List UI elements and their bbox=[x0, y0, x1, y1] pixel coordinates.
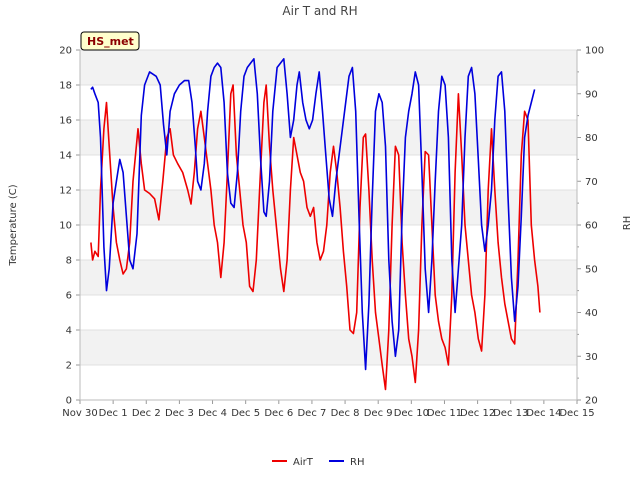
y2-tick-label: 80 bbox=[585, 133, 598, 144]
y-tick-label: 18 bbox=[59, 81, 72, 92]
x-tick-label: Dec 14 bbox=[526, 408, 561, 419]
background-band bbox=[80, 330, 577, 365]
x-tick-label: Dec 13 bbox=[493, 408, 528, 419]
y2-tick-label: 90 bbox=[585, 89, 598, 100]
y2-tick-label: 20 bbox=[585, 396, 598, 407]
x-tick-label: Dec 8 bbox=[331, 408, 360, 419]
x-tick-label: Dec 2 bbox=[132, 408, 161, 419]
y-tick-label: 20 bbox=[59, 46, 72, 57]
x-tick-label: Nov 30 bbox=[62, 408, 97, 419]
axes: 0 2 4 6 8 10 12 14 16 18 20 20 30 40 50 60 70 80 90 100 Nov … bbox=[59, 46, 604, 420]
background-band bbox=[80, 120, 577, 155]
background-band bbox=[80, 50, 577, 85]
y-axis-label: Temperature (C) bbox=[8, 184, 19, 266]
x-tick-label: Dec 5 bbox=[231, 408, 260, 419]
legend: AirT RH bbox=[272, 457, 364, 468]
y2-tick-label: 70 bbox=[585, 177, 598, 188]
station-badge: HS_met bbox=[80, 31, 140, 51]
series-layer bbox=[90, 58, 541, 391]
x-tick-label: Dec 4 bbox=[198, 408, 227, 419]
y-tick-label: 8 bbox=[66, 256, 72, 267]
y2-tick-label: 100 bbox=[585, 46, 604, 57]
y-tick-label: 2 bbox=[66, 361, 72, 372]
background-band bbox=[80, 260, 577, 295]
station-badge-box bbox=[80, 31, 140, 51]
series-line-rh bbox=[90, 58, 536, 371]
y2-tick-label: 30 bbox=[585, 352, 598, 363]
y-tick-label: 16 bbox=[59, 116, 72, 127]
x-tick-label: Dec 12 bbox=[460, 408, 495, 419]
y-tick-label: 14 bbox=[59, 151, 72, 162]
x-tick-label: Dec 6 bbox=[264, 408, 293, 419]
x-tick-label: Dec 9 bbox=[364, 408, 393, 419]
y-tick-label: 4 bbox=[66, 326, 72, 337]
y-tick-label: 0 bbox=[66, 396, 72, 407]
station-badge-label: HS_met bbox=[87, 35, 134, 48]
legend-label-airt: AirT bbox=[293, 457, 314, 468]
y2-tick-label: 40 bbox=[585, 308, 598, 319]
chart-title: Air T and RH bbox=[282, 4, 357, 18]
y-tick-label: 6 bbox=[66, 291, 72, 302]
x-tick-label: Dec 3 bbox=[165, 408, 194, 419]
x-tick-label: Dec 11 bbox=[427, 408, 462, 419]
y2-tick-label: 60 bbox=[585, 221, 598, 232]
x-tick-label: Dec 15 bbox=[559, 408, 594, 419]
y-tick-label: 12 bbox=[59, 186, 72, 197]
legend-label-rh: RH bbox=[350, 457, 364, 468]
y-tick-label: 10 bbox=[59, 221, 72, 232]
x-tick-label: Dec 1 bbox=[99, 408, 128, 419]
y2-axis-label: RH bbox=[622, 216, 633, 230]
y2-tick-label: 50 bbox=[585, 264, 598, 275]
x-tick-label: Dec 7 bbox=[297, 408, 326, 419]
x-tick-label: Dec 10 bbox=[394, 408, 429, 419]
